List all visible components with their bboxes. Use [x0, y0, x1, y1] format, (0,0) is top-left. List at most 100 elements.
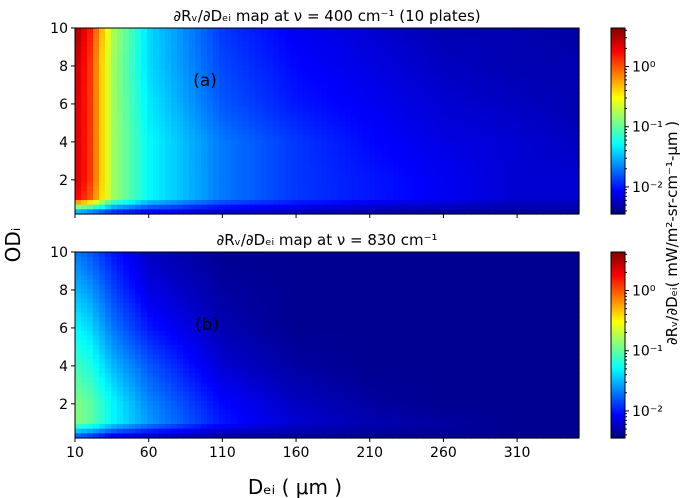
heatmap-cell [171, 303, 178, 309]
heatmap-cell [441, 298, 448, 304]
heatmap-cell [381, 65, 388, 71]
heatmap-cell [453, 252, 460, 258]
heatmap-cell [291, 153, 298, 159]
heatmap-cell [351, 97, 358, 103]
heatmap-cell [87, 88, 94, 94]
heatmap-cell [201, 321, 208, 327]
heatmap-cell [549, 121, 556, 127]
heatmap-cell [105, 279, 112, 286]
heatmap-cell [135, 331, 142, 337]
heatmap-cell [147, 326, 154, 332]
heatmap-cell [243, 172, 250, 178]
heatmap-cell [345, 167, 352, 173]
heatmap-cell [549, 158, 556, 164]
heatmap-cell [111, 41, 118, 48]
heatmap-cell [345, 116, 352, 122]
heatmap-cell [477, 186, 484, 192]
heatmap-cell [573, 125, 580, 131]
heatmap-cell [225, 93, 232, 99]
heatmap-cell [315, 51, 322, 57]
heatmap-cell [339, 293, 346, 300]
heatmap-cell [351, 55, 358, 62]
heatmap-cell [435, 279, 442, 286]
heatmap-cell [549, 93, 556, 99]
heatmap-cell [225, 121, 232, 127]
heatmap-cell [423, 41, 430, 48]
heatmap-cell [249, 88, 256, 94]
heatmap-cell [363, 60, 370, 66]
heatmap-cell [345, 32, 352, 38]
heatmap-cell [327, 74, 334, 80]
heatmap-cell [159, 204, 166, 210]
heatmap-cell [465, 107, 472, 113]
heatmap-cell [99, 51, 106, 57]
heatmap-cell [429, 60, 436, 66]
heatmap-cell [303, 303, 310, 309]
heatmap-cell [237, 60, 244, 66]
heatmap-cell [549, 55, 556, 62]
heatmap-cell [507, 121, 514, 127]
heatmap-cell [507, 88, 514, 94]
heatmap-cell [549, 326, 556, 332]
heatmap-cell [159, 65, 166, 71]
heatmap-cell [303, 279, 310, 286]
heatmap-cell [375, 312, 382, 318]
heatmap-cell [147, 69, 154, 76]
heatmap-cell [141, 209, 148, 215]
heatmap-cell [273, 252, 280, 258]
heatmap-cell [321, 111, 328, 117]
heatmap-cell [249, 204, 256, 210]
heatmap-cell [267, 41, 274, 48]
heatmap-cell [171, 102, 178, 108]
heatmap-cell [291, 74, 298, 80]
heatmap-cell [429, 167, 436, 173]
heatmap-cell [87, 134, 94, 141]
heatmap-cell [447, 303, 454, 309]
heatmap-cell [537, 321, 544, 327]
heatmap-cell [273, 284, 280, 290]
colorbar-segment [611, 124, 625, 127]
heatmap-cell [249, 46, 256, 52]
heatmap-cell [549, 190, 556, 196]
heatmap-cell [87, 60, 94, 66]
heatmap-cell [129, 74, 136, 80]
heatmap-cell [471, 190, 478, 196]
heatmap-cell [375, 148, 382, 155]
heatmap-cell [189, 195, 196, 201]
colorbar-segment [611, 182, 625, 185]
heatmap-cell [393, 200, 400, 206]
heatmap-cell [531, 60, 538, 66]
heatmap-cell [303, 204, 310, 210]
heatmap-cell [165, 167, 172, 173]
heatmap-cell [495, 74, 502, 80]
heatmap-cell [171, 41, 178, 48]
heatmap-cell [279, 88, 286, 94]
heatmap-cell [429, 107, 436, 113]
heatmap-cell [189, 83, 196, 90]
heatmap-cell [555, 270, 562, 276]
heatmap-cell [99, 326, 106, 332]
heatmap-cell [507, 162, 514, 169]
heatmap-cell [555, 37, 562, 43]
heatmap-cell [573, 83, 580, 90]
heatmap-cell [399, 125, 406, 131]
heatmap-cell [387, 200, 394, 206]
heatmap-cell [525, 144, 532, 150]
heatmap-cell [303, 41, 310, 48]
heatmap-cell [273, 51, 280, 57]
heatmap-cell [177, 167, 184, 173]
heatmap-cell [99, 252, 106, 258]
heatmap-cell [531, 317, 538, 323]
heatmap-cell [303, 55, 310, 62]
heatmap-cell [351, 134, 358, 141]
heatmap-cell [207, 51, 214, 57]
colorbar-segment [611, 186, 625, 189]
heatmap-cell [549, 69, 556, 76]
heatmap-cell [285, 153, 292, 159]
heatmap-cell [309, 200, 316, 206]
heatmap-cell [249, 97, 256, 103]
heatmap-cell [273, 186, 280, 192]
heatmap-cell [375, 46, 382, 52]
heatmap-cell [177, 279, 184, 286]
heatmap-cell [141, 293, 148, 300]
